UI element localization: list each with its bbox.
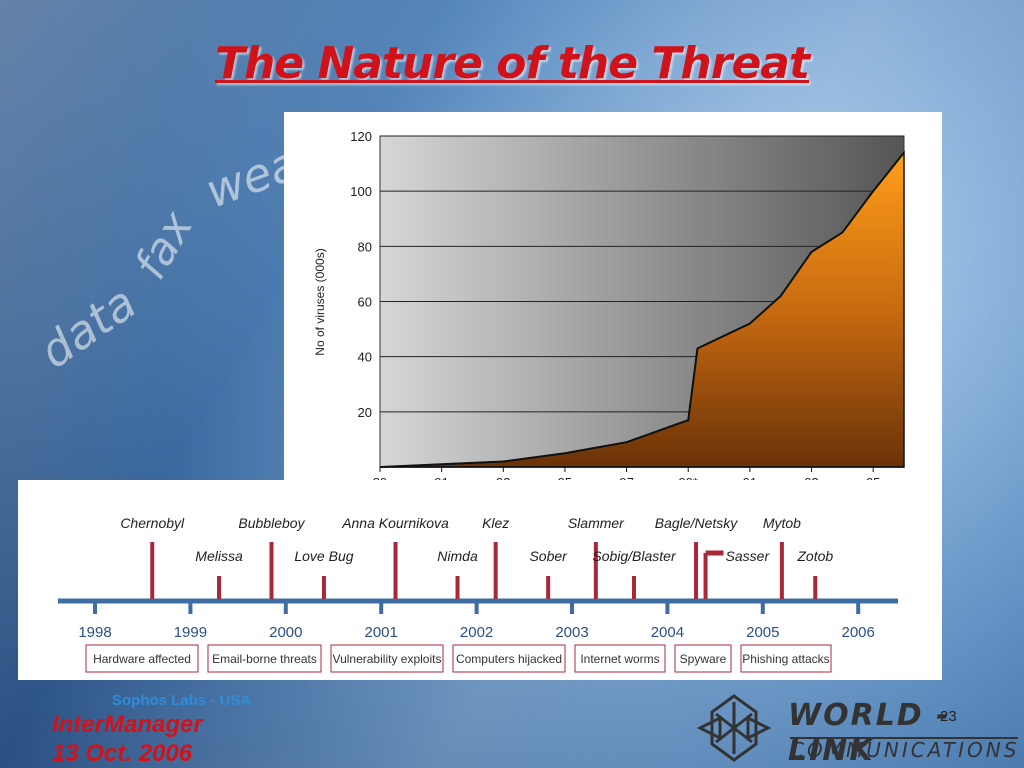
event-label: Bagle/Netsky <box>655 515 738 531</box>
y-tick-label: 120 <box>350 129 372 144</box>
event-label: Bubbleboy <box>238 515 305 531</box>
y-tick-label: 100 <box>350 184 372 199</box>
chart-panel: 20406080100120899193959799*010305 No of … <box>284 112 942 490</box>
world-link-logo-icon <box>696 694 772 762</box>
category-label: Vulnerability exploits <box>333 652 442 666</box>
event-label: Melissa <box>195 548 243 564</box>
category-box <box>740 644 832 673</box>
page-number: 23 <box>940 708 957 725</box>
y-tick-label: 20 <box>358 405 372 420</box>
category-box <box>674 644 732 673</box>
org-name: InterManager <box>52 711 203 738</box>
category-label: Computers hijacked <box>456 652 562 666</box>
category-label: Hardware affected <box>93 652 191 666</box>
year-label: 2006 <box>842 624 875 641</box>
event-name: InterManager 13 Oct. 2006 <box>52 710 203 768</box>
event-label: Sobig/Blaster <box>592 548 677 564</box>
logo-divider <box>790 737 1018 739</box>
event-label: Klez <box>482 515 509 531</box>
category-label: Email-borne threats <box>212 652 317 666</box>
year-label: 2004 <box>651 624 684 641</box>
category-box <box>574 644 666 673</box>
threat-timeline: 1998 1999 2000 2001 2002 2003 2004 2005 2006 Cher… <box>58 515 898 673</box>
event-label: Love Bug <box>294 548 353 564</box>
logo-subtitle: COMMUNICATIONS <box>790 738 1020 762</box>
event-label: Anna Kournikova <box>341 515 449 531</box>
year-label: 2003 <box>555 624 588 641</box>
category-box <box>330 644 444 673</box>
event-label: Sober <box>529 548 568 564</box>
year-label: 1999 <box>174 624 207 641</box>
event-date: 13 Oct. 2006 <box>52 740 193 767</box>
virus-growth-chart: 20406080100120899193959799*010305 No of … <box>313 129 905 490</box>
category-label: Internet worms <box>580 652 659 666</box>
event-label: Chernobyl <box>120 515 185 531</box>
y-tick-label: 60 <box>358 295 372 310</box>
event-label: Sasser <box>726 548 771 564</box>
event-label: Zotob <box>796 548 833 564</box>
event-label: Slammer <box>568 515 625 531</box>
year-label: 2001 <box>365 624 398 641</box>
y-axis-label: No of viruses (000s) <box>313 248 327 355</box>
category-box <box>452 644 566 673</box>
year-label: 2000 <box>269 624 302 641</box>
source-label: Sophos Labs - USA <box>112 692 252 709</box>
category-box <box>85 644 199 673</box>
event-label: Mytob <box>763 515 801 531</box>
event-label: Nimda <box>437 548 478 564</box>
timeline-panel: 1998 1999 2000 2001 2002 2003 2004 2005 2006 Cher… <box>18 480 942 680</box>
y-tick-label: 40 <box>358 350 372 365</box>
category-label: Phishing attacks <box>742 652 829 666</box>
category-box <box>207 644 322 673</box>
category-label: Spyware <box>680 652 727 666</box>
virus-count-line <box>379 151 905 468</box>
year-label: 2005 <box>746 624 779 641</box>
y-tick-label: 80 <box>358 239 372 254</box>
year-label: 2002 <box>460 624 493 641</box>
slide-title: The Nature of the Threat <box>214 38 810 89</box>
year-label: 1998 <box>78 624 111 641</box>
